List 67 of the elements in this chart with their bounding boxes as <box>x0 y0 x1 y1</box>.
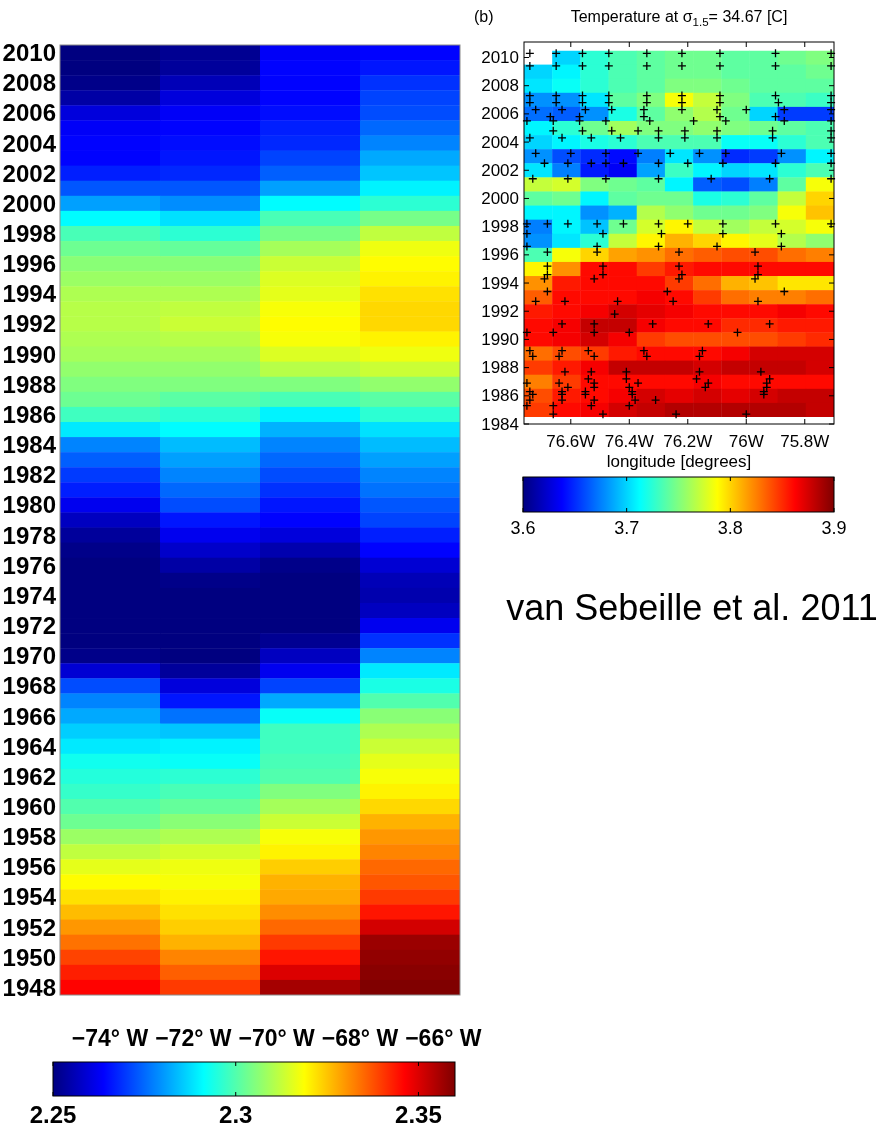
y-tick-label: 1962 <box>2 762 56 790</box>
x-tick-label: −66° W <box>405 1025 482 1051</box>
y-tick-label: 1984 <box>481 414 519 434</box>
y-tick-label: 2000 <box>2 189 56 217</box>
y-tick-label: 2004 <box>481 132 519 152</box>
y-tick-label: 1960 <box>2 793 56 821</box>
y-tick-label: 1990 <box>2 340 56 368</box>
y-tick-label: 2006 <box>2 99 56 127</box>
x-tick-label: −74° W <box>71 1025 149 1051</box>
y-tick-label: 1956 <box>2 853 56 881</box>
y-tick-label: 1984 <box>2 431 57 459</box>
y-tick-label: 2002 <box>2 159 56 187</box>
y-tick-label: 1966 <box>2 702 56 730</box>
y-tick-label: 1982 <box>2 461 56 489</box>
color-bar-label: 3.6 <box>510 518 536 538</box>
text: van Sebeille et al. 2011 <box>506 586 878 628</box>
y-tick-label: 1998 <box>481 217 519 237</box>
y-tick-label: 1996 <box>481 245 519 265</box>
x-tick-label: 76.4W <box>604 431 654 451</box>
x-tick-label: 76.2W <box>663 431 713 451</box>
y-tick-label: 1990 <box>481 329 519 349</box>
y-tick-label: 1964 <box>2 732 57 760</box>
color-bar-label: 3.7 <box>614 518 640 538</box>
y-tick-label: 1996 <box>2 250 56 278</box>
y-tick-label: 1976 <box>2 551 56 579</box>
y-tick-label: 1952 <box>2 913 56 941</box>
y-tick-label: 1980 <box>2 491 56 519</box>
color-bar-label: 2.25 <box>29 1100 77 1125</box>
y-tick-label: 2010 <box>481 48 519 68</box>
y-tick-label: 1972 <box>2 612 56 640</box>
y-tick-label: 1988 <box>481 358 519 378</box>
y-tick-label: 1992 <box>481 301 519 321</box>
y-tick-label: 1986 <box>481 386 519 406</box>
y-tick-label: 1948 <box>2 973 56 1001</box>
y-tick-label: 2006 <box>481 104 519 124</box>
color-bar-label: 3.9 <box>821 518 847 538</box>
y-tick-label: 2008 <box>2 69 56 97</box>
y-tick-label: 1954 <box>2 883 57 911</box>
y-tick-label: 1974 <box>2 581 57 609</box>
x-tick-label: 75.8W <box>780 431 830 451</box>
y-tick-label: 2010 <box>2 39 56 67</box>
y-tick-label: 1958 <box>2 823 56 851</box>
y-tick-label: 1950 <box>2 943 56 971</box>
x-tick-label: −72° W <box>155 1025 232 1051</box>
y-tick-label: 1994 <box>481 273 519 293</box>
color-bar-label: 2.35 <box>395 1100 442 1125</box>
x-tick-label: −68° W <box>321 1025 399 1051</box>
y-tick-label: 1988 <box>2 370 56 398</box>
y-tick-label: 1978 <box>2 521 56 549</box>
x-tick-label: 76.6W <box>546 431 596 451</box>
y-tick-label: 1998 <box>2 219 56 247</box>
text: (b) <box>474 7 494 25</box>
y-tick-label: 1968 <box>2 672 56 700</box>
y-tick-label: 2002 <box>481 160 519 180</box>
y-tick-label: 2000 <box>481 188 519 208</box>
y-tick-label: 1994 <box>2 280 57 308</box>
x-tick-label: −70° W <box>238 1025 316 1051</box>
x-tick-label: 76W <box>728 431 764 451</box>
y-tick-label: 1970 <box>2 642 56 670</box>
chart-title: Temperature at σ$_{1.5}$= 34.67 [C] <box>570 7 788 28</box>
y-tick-label: 2008 <box>481 76 519 96</box>
color-bar-label: 3.8 <box>717 518 743 538</box>
y-tick-label: 1992 <box>2 310 56 338</box>
y-tick-label: 1986 <box>2 400 56 428</box>
x-axis-title: longitude [degrees] <box>606 451 752 471</box>
y-tick-label: 2004 <box>2 129 57 157</box>
color-bar-label: 2.3 <box>219 1100 253 1125</box>
